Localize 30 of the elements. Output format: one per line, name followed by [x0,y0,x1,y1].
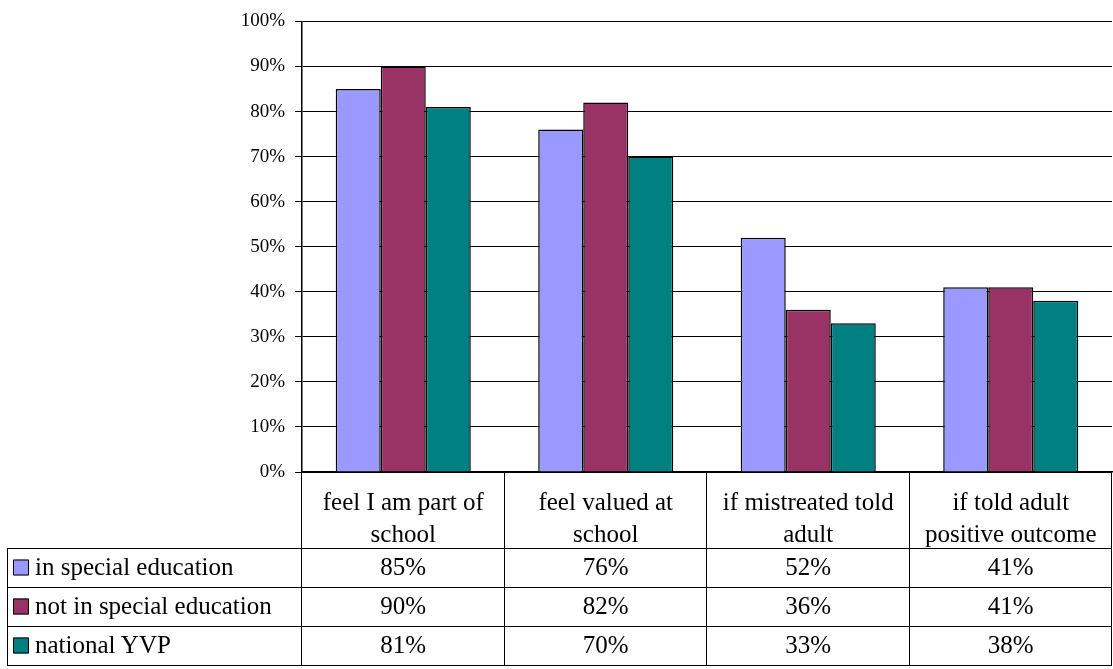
x-tick-label: feel valued at school [538,487,674,547]
data-label: 33% [785,631,832,659]
data-label: 70% [582,631,629,659]
y-tick-label: 70% [250,144,286,166]
y-tick-label: 20% [250,369,286,391]
data-label: 85% [380,553,427,581]
data-label: 82% [582,592,629,620]
data-label: 52% [785,553,832,581]
x-tick-label: if mistreated told adult [722,487,895,547]
y-tick-label: 90% [250,54,286,76]
legend-label: national YVP [35,631,171,659]
x-tick-label: feel I am part of school [322,487,485,547]
x-tick-label: if told adult positive outcome [925,487,1097,547]
y-tick-label: 0% [259,459,286,481]
data-label: 36% [785,592,832,620]
y-tick-label: 40% [250,279,286,301]
data-label: 81% [380,631,427,659]
data-label: 41% [987,592,1034,620]
y-tick-label: 30% [250,324,286,346]
legend-label: not in special education [35,592,273,620]
data-label: 41% [987,553,1034,581]
y-tick-label: 80% [250,99,286,121]
y-tick-label: 100% [240,9,286,31]
data-label: 38% [987,631,1034,659]
data-label: 90% [380,592,427,620]
data-label: 76% [582,553,629,581]
y-tick-label: 10% [250,414,286,436]
y-tick-label: 60% [250,189,286,211]
y-tick-label: 50% [250,234,286,256]
legend-label: in special education [35,553,235,581]
